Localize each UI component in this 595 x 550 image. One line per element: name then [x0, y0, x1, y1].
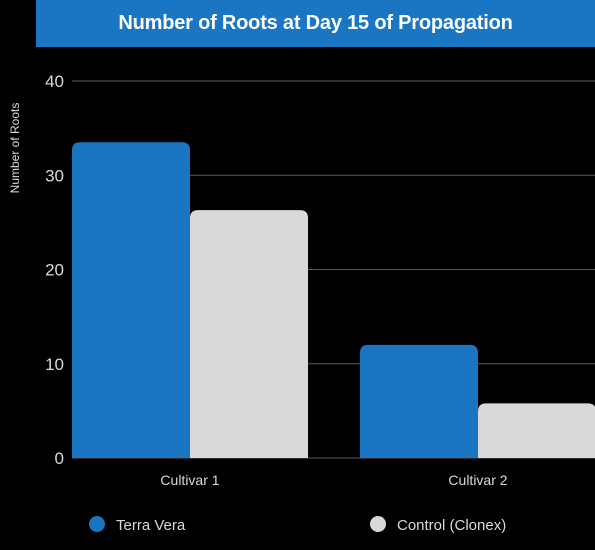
legend-swatch: [370, 516, 386, 532]
y-axis-label: Number of Roots: [8, 103, 22, 194]
bars: [72, 142, 595, 458]
bar-control-clonex-cultivar-1: [190, 210, 308, 458]
legend: Terra Vera Control (Clonex): [89, 516, 506, 534]
chart-title: Number of Roots at Day 15 of Propagation: [36, 0, 595, 47]
bar-terra-vera-cultivar-2: [360, 344, 478, 458]
x-category-label: Cultivar 1: [160, 472, 219, 488]
y-tick-label: 0: [55, 449, 64, 468]
y-tick-label: 40: [45, 72, 64, 91]
y-axis-ticks: 0 10 20 30 40: [45, 72, 64, 468]
y-tick-label: 20: [45, 261, 64, 280]
legend-label: Terra Vera: [116, 517, 186, 534]
y-tick-label: 30: [45, 166, 64, 185]
legend-swatch: [89, 516, 105, 532]
legend-label: Control (Clonex): [397, 517, 506, 534]
bar-control-clonex-cultivar-2: [478, 403, 595, 458]
bar-terra-vera-cultivar-1: [72, 142, 190, 458]
x-axis-categories: Cultivar 1 Cultivar 2: [160, 472, 507, 488]
y-tick-label: 10: [45, 355, 64, 374]
x-category-label: Cultivar 2: [448, 472, 507, 488]
